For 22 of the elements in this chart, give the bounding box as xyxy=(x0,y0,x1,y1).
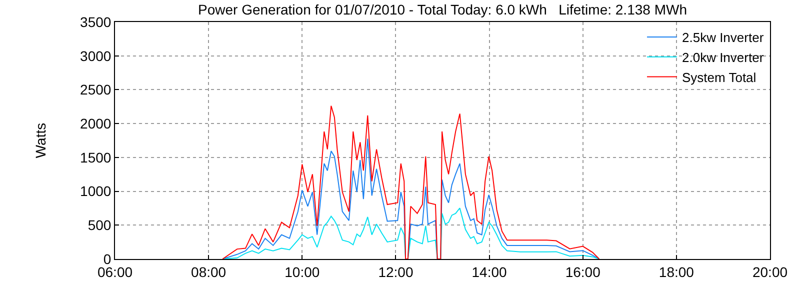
x-tick-label: 12:00 xyxy=(378,264,414,280)
x-tick-label: 18:00 xyxy=(658,264,694,280)
legend-label: System Total xyxy=(682,70,756,85)
y-axis-title: Watts xyxy=(32,122,49,158)
line-series xyxy=(222,208,600,259)
legend-label: 2.5kw Inverter xyxy=(682,30,764,46)
x-tick-label: 20:00 xyxy=(752,264,788,280)
y-tick-label: 500 xyxy=(88,217,112,234)
legend-label: 2.0kw Inverter xyxy=(682,50,764,65)
x-tick-label: 16:00 xyxy=(565,264,601,280)
y-tick-label: 2500 xyxy=(80,82,112,98)
y-tick-label: 3500 xyxy=(80,14,112,30)
y-tick-label: 1500 xyxy=(80,149,112,166)
chart-title: Power Generation for 01/07/2010 - Total Today: 6.0 kWh Lifetime: 2.138 MWh xyxy=(198,1,687,18)
y-tick-label: 1000 xyxy=(80,183,112,200)
y-tick-label: 3000 xyxy=(80,48,112,64)
x-tick-label: 14:00 xyxy=(472,264,508,280)
y-tick-label: 2000 xyxy=(80,115,112,132)
line-series xyxy=(222,105,600,259)
x-tick-label: 08:00 xyxy=(191,264,226,280)
line-series xyxy=(222,138,600,259)
x-tick-label: 10:00 xyxy=(284,264,320,280)
